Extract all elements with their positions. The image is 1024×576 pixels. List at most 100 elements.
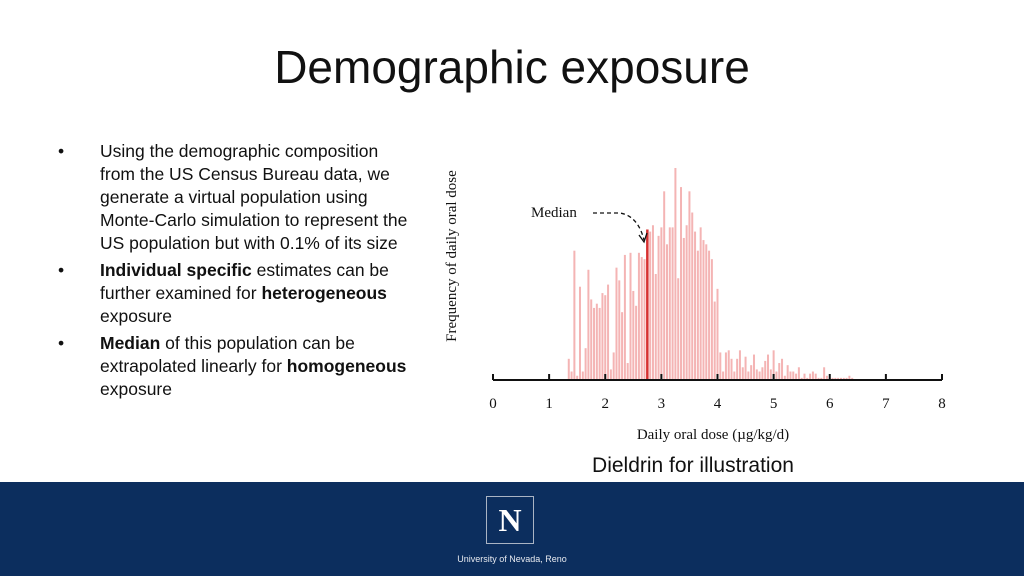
x-tick-label: 8	[938, 396, 946, 412]
bullet-item: • Individual specific estimates can be fu…	[58, 259, 418, 328]
median-arrow	[593, 212, 645, 241]
histogram-bar	[851, 377, 854, 380]
histogram-bar	[761, 367, 764, 380]
footer-bar: N University of Nevada, Reno	[0, 482, 1024, 576]
histogram-bar	[747, 371, 750, 380]
histogram-bar	[710, 259, 713, 380]
bullet-marker: •	[58, 141, 65, 161]
histogram-bar	[665, 244, 668, 380]
university-logo: N	[486, 496, 534, 544]
histogram-bar	[789, 371, 792, 380]
histogram-bar	[831, 377, 834, 380]
histogram-bar	[708, 250, 711, 380]
chart-caption: Dieldrin for illustration	[592, 454, 794, 477]
histogram-bar	[595, 303, 598, 380]
histogram-bar	[626, 363, 629, 380]
histogram-bar	[685, 225, 688, 380]
histogram-bar	[783, 375, 786, 380]
histogram-bar	[752, 354, 755, 380]
histogram-bar	[769, 369, 772, 380]
histogram-bar	[584, 348, 587, 380]
dose-histogram: Median 0 1 2 3 4 5 6 7 8 Frequency of daily oral…	[444, 168, 946, 443]
x-tick-label: 6	[826, 396, 834, 412]
x-axis-ticks: 0 1 2 3 4 5 6 7 8	[489, 374, 946, 412]
histogram-bar	[640, 257, 643, 380]
histogram-bar	[786, 365, 789, 380]
histogram-bar	[612, 352, 615, 380]
bullet-bold-text: heterogeneous	[261, 283, 387, 303]
histogram-bar	[657, 235, 660, 380]
bullet-list: • Using the demographic composition from …	[58, 140, 418, 405]
histogram-bar	[578, 286, 581, 380]
histogram-bar	[795, 373, 798, 380]
histogram-bar	[758, 371, 761, 380]
histogram-bar	[623, 254, 626, 380]
histogram-bar	[618, 280, 621, 380]
histogram-bar	[705, 244, 708, 380]
histogram-bar	[680, 187, 683, 380]
histogram-bar	[682, 237, 685, 380]
x-axis-label: Daily oral dose (µg/kg/d)	[637, 427, 789, 443]
histogram-bar	[609, 369, 612, 380]
histogram-bar	[635, 305, 638, 380]
arrowhead-icon	[638, 232, 648, 244]
slide-title: Demographic exposure	[274, 41, 750, 93]
histogram-bar	[820, 377, 823, 380]
histogram-bar	[839, 377, 842, 380]
histogram-bar	[806, 377, 809, 380]
histogram-bar	[823, 367, 826, 380]
histogram-bar	[688, 191, 691, 380]
histogram-bar	[730, 358, 733, 380]
bullet-bold-text: Individual specific	[100, 260, 252, 280]
histogram-bar	[671, 227, 674, 380]
histogram-bar	[593, 307, 596, 380]
histogram-bar	[643, 259, 646, 380]
x-tick-label: 1	[545, 396, 553, 412]
histogram-bar	[842, 377, 845, 380]
histogram-bar	[702, 240, 705, 380]
histogram-bar	[809, 373, 812, 380]
histogram-bar	[629, 252, 632, 380]
histogram-bar	[772, 350, 775, 380]
histogram-bar	[724, 352, 727, 380]
bullet-item: • Using the demographic composition from …	[58, 140, 418, 255]
histogram-bar	[814, 373, 817, 380]
bullet-marker: •	[58, 260, 65, 280]
histogram-bar	[576, 375, 579, 380]
histogram-bar	[797, 367, 800, 380]
histogram-bar	[719, 352, 722, 380]
histogram-bar	[651, 225, 654, 380]
histogram-bar	[738, 350, 741, 380]
histogram-bar	[764, 360, 767, 380]
bullet-text: of this population can be extrapolated l…	[100, 333, 355, 376]
histogram-bar	[803, 373, 806, 380]
histogram-bar	[699, 227, 702, 380]
median-annotation: Median	[531, 205, 577, 221]
histogram-bar	[601, 293, 604, 380]
histogram-bar	[607, 284, 610, 380]
histogram-bar	[654, 274, 657, 380]
histogram-bar	[834, 377, 837, 380]
histogram-bar	[741, 367, 744, 380]
histogram-bar	[733, 371, 736, 380]
histogram-bar	[775, 371, 778, 380]
histogram-bar	[590, 299, 593, 380]
histogram-bar	[632, 290, 635, 380]
histogram-bar	[598, 307, 601, 380]
x-tick-label: 0	[489, 396, 497, 412]
histogram-bar	[570, 371, 573, 380]
x-tick-label: 5	[770, 396, 778, 412]
histogram-bar	[674, 168, 677, 380]
histogram-bar	[716, 288, 719, 380]
histogram-bar	[800, 377, 803, 380]
histogram-bar	[581, 371, 584, 380]
histogram-bar	[825, 375, 828, 380]
x-tick-label: 7	[882, 396, 890, 412]
histogram-bar	[637, 252, 640, 380]
histogram-bar	[781, 358, 784, 380]
histogram-bar	[750, 365, 753, 380]
histogram-bars	[567, 168, 854, 380]
histogram-bar	[587, 269, 590, 380]
x-tick-label: 2	[602, 396, 610, 412]
bullet-text: Using the demographic composition from t…	[100, 141, 408, 253]
